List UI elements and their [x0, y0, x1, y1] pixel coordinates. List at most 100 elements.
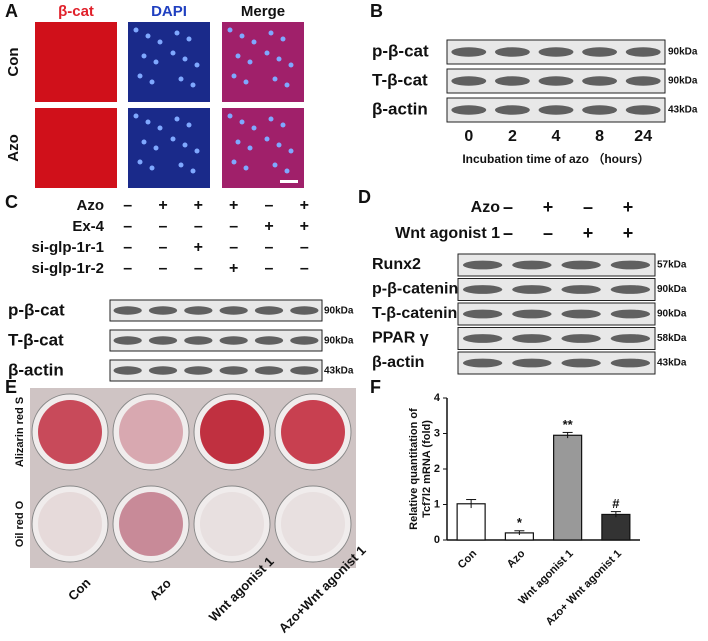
blot — [109, 359, 323, 382]
micrograph — [128, 22, 210, 102]
treatment-sign: – — [159, 260, 168, 277]
y-tick-label: 1 — [434, 498, 440, 510]
band — [561, 285, 601, 294]
band — [561, 309, 601, 319]
treatment-sign: – — [123, 260, 132, 277]
band — [538, 105, 574, 115]
blot-label: β-actin — [372, 354, 424, 371]
treatment-sign: – — [194, 218, 203, 235]
row-label: Con — [5, 47, 22, 76]
blot — [109, 299, 323, 322]
micrograph — [35, 108, 117, 188]
band — [512, 309, 552, 319]
nucleus — [145, 33, 151, 39]
blot-label: T-β-catenin — [372, 305, 457, 322]
band — [610, 334, 651, 343]
column-label: Azo — [147, 575, 174, 602]
treatment-sign: + — [300, 197, 309, 214]
band — [561, 260, 601, 270]
band — [113, 336, 142, 345]
nucleus — [272, 162, 278, 168]
band — [494, 105, 530, 115]
micrograph — [222, 22, 304, 102]
band — [610, 309, 651, 319]
nucleus — [280, 122, 286, 128]
treatment-sign: – — [123, 239, 132, 256]
nucleus — [231, 73, 237, 79]
y-axis-label: Tcf7l2 mRNA (fold) — [421, 420, 433, 518]
band — [538, 76, 574, 86]
nucleus — [182, 56, 188, 62]
band — [582, 47, 618, 57]
band — [610, 358, 651, 368]
band — [494, 47, 530, 57]
nucleus — [284, 168, 290, 174]
nucleus — [153, 145, 159, 151]
nucleus — [288, 148, 294, 154]
micrograph — [222, 108, 304, 188]
nucleus — [231, 159, 237, 165]
blot — [457, 327, 656, 350]
band — [184, 366, 213, 375]
micrograph — [35, 22, 117, 102]
treatment-label: Wnt agonist 1 — [395, 225, 500, 242]
treatment-sign: + — [194, 239, 203, 256]
panel-letter: B — [370, 1, 383, 21]
blot — [457, 302, 656, 326]
nucleus — [194, 62, 200, 68]
band — [625, 105, 661, 115]
blot-label: p-β-cat — [372, 41, 429, 60]
stain — [200, 492, 264, 556]
nucleus — [284, 82, 290, 88]
nucleus — [157, 39, 163, 45]
nucleus — [190, 82, 196, 88]
nucleus — [235, 53, 241, 59]
x-tick-label: Azo — [505, 547, 528, 570]
treatment-sign: + — [623, 197, 634, 217]
band — [625, 76, 661, 86]
nucleus — [276, 56, 282, 62]
column-label: DAPI — [151, 3, 187, 20]
nucleus — [227, 113, 233, 119]
treatment-label: si-glp-1r-2 — [31, 260, 104, 277]
bar — [553, 434, 583, 541]
panel-letter: C — [5, 192, 18, 212]
band — [538, 47, 574, 57]
nucleus — [141, 53, 147, 59]
stain — [38, 492, 102, 556]
treatment-sign: – — [265, 197, 274, 214]
nucleus — [247, 145, 253, 151]
treatment-sign: – — [300, 260, 309, 277]
band — [290, 306, 319, 315]
blot-label: Runx2 — [372, 256, 421, 273]
treatment-sign: – — [583, 197, 593, 217]
nucleus — [170, 50, 176, 56]
stain — [281, 492, 345, 556]
lane-label: 0 — [464, 128, 473, 145]
band — [512, 334, 552, 343]
nucleus — [227, 27, 233, 33]
band — [219, 366, 248, 375]
lane-label: 8 — [595, 128, 604, 145]
band — [219, 306, 248, 315]
bar — [601, 513, 631, 541]
band — [451, 76, 487, 86]
row-label: Azo — [5, 134, 22, 162]
band — [254, 336, 284, 345]
band — [184, 336, 213, 345]
band — [512, 260, 552, 270]
band — [462, 260, 503, 270]
treatment-label: Azo — [471, 199, 501, 216]
column-label: β-cat — [58, 3, 94, 20]
band — [113, 306, 142, 315]
blot-label: T-β-cat — [372, 70, 428, 89]
band — [582, 76, 618, 86]
nucleus — [149, 79, 155, 85]
blot-label: p-β-catenin — [372, 281, 458, 298]
nucleus — [288, 62, 294, 68]
nucleus — [145, 119, 151, 125]
treatment-sign: – — [229, 239, 238, 256]
treatment-sign: – — [300, 239, 309, 256]
band — [184, 306, 213, 315]
nucleus — [251, 39, 257, 45]
